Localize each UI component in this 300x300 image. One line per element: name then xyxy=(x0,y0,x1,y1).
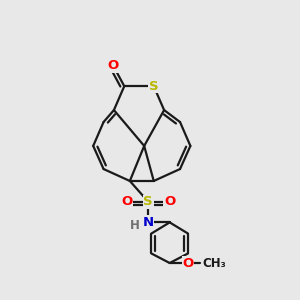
Text: H: H xyxy=(130,219,140,232)
Text: N: N xyxy=(142,216,154,229)
Text: O: O xyxy=(182,256,194,269)
Text: O: O xyxy=(164,195,175,208)
Text: S: S xyxy=(149,80,159,93)
Text: O: O xyxy=(107,59,119,72)
Text: O: O xyxy=(121,195,132,208)
Text: CH₃: CH₃ xyxy=(202,256,226,269)
Text: S: S xyxy=(143,195,153,208)
